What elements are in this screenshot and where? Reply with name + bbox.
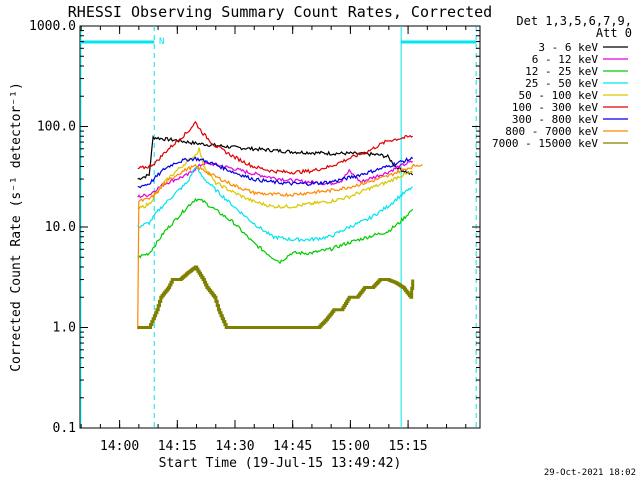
y-axis-label: Corrected Count Rate (s⁻¹ detector⁻¹) — [9, 82, 24, 372]
x-axis-label: Start Time (19-Jul-15 13:49:42) — [159, 456, 402, 471]
chart-title: RHESSI Observing Summary Count Rates, Co… — [68, 3, 492, 21]
x-axis: 14:00 14:15 14:30 14:45 15:00 15:15 — [80, 26, 467, 454]
y-tick-label-3: 100.0 — [37, 120, 76, 135]
legend-label-0: 3 - 6 keV — [538, 41, 598, 54]
series-line-8 — [137, 265, 415, 329]
x-tick-label-4: 15:00 — [331, 439, 370, 454]
x-tick-label-3: 14:45 — [273, 439, 312, 454]
x-tick-label-0: 14:00 — [100, 439, 139, 454]
series-line-6 — [137, 156, 414, 189]
legend-label-4: 50 - 100 keV — [519, 89, 599, 102]
y-axis: 0.1 1.0 10.0 100.0 1000.0 — [29, 19, 480, 436]
y-tick-label-4: 1000.0 — [29, 19, 76, 34]
series-line-7 — [137, 163, 423, 330]
series-line-0 — [137, 134, 414, 181]
series-line-4 — [137, 147, 414, 211]
legend-label-8: 7000 - 15000 keV — [492, 137, 598, 150]
legend-label-6: 300 - 800 keV — [512, 113, 598, 126]
legend-header-line-2: Att 0 — [596, 26, 632, 40]
x-tick-label-2: 14:30 — [215, 439, 254, 454]
plot-marks — [80, 26, 477, 428]
series-line-1 — [137, 160, 414, 199]
series-line-5 — [137, 121, 414, 175]
legend-label-2: 12 - 25 keV — [525, 65, 598, 78]
y-tick-label-2: 10.0 — [45, 220, 76, 235]
series-line-3 — [137, 166, 413, 243]
x-tick-label-1: 14:15 — [158, 439, 197, 454]
y-tick-label-1: 1.0 — [53, 321, 76, 336]
series-line-2 — [137, 197, 414, 265]
footer-date: 29-Oct-2021 18:02 — [544, 468, 636, 478]
night-marker: N — [159, 37, 164, 47]
legend-label-3: 25 - 50 keV — [525, 77, 598, 90]
legend-label-5: 100 - 300 keV — [512, 101, 598, 114]
x-tick-label-5: 15:15 — [389, 439, 428, 454]
legend-label-1: 6 - 12 keV — [532, 53, 599, 66]
y-tick-label-0: 0.1 — [53, 421, 76, 436]
legend-header-line-1: Det 1,3,5,6,7,9, — [516, 14, 632, 28]
legend-label-7: 800 - 7000 keV — [505, 125, 598, 138]
